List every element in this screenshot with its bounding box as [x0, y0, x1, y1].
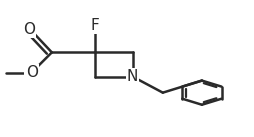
- Text: O: O: [26, 65, 38, 80]
- Text: O: O: [23, 22, 35, 37]
- Text: N: N: [126, 69, 138, 84]
- Text: F: F: [90, 18, 99, 33]
